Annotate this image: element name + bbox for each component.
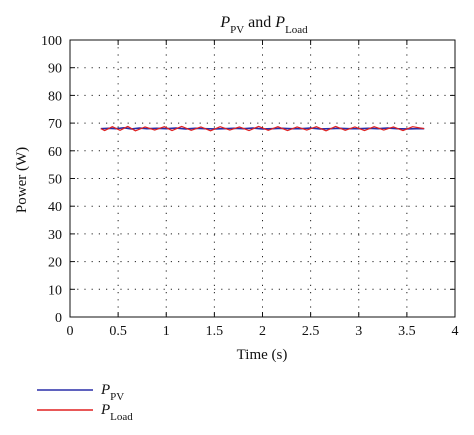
y-tick-label: 60 bbox=[48, 145, 62, 160]
x-tick-label: 1.5 bbox=[206, 324, 224, 339]
y-axis-label: Power (W) bbox=[14, 147, 30, 213]
x-tick-label: 0 bbox=[67, 324, 74, 339]
x-tick-labels: 0 0.5 1 1.5 2 2.5 3 3.5 4 bbox=[67, 324, 459, 339]
legend-pv-main: P bbox=[100, 382, 110, 398]
legend-pv-sub: PV bbox=[110, 391, 124, 403]
y-tick-label: 100 bbox=[41, 34, 62, 49]
x-tick-label: 2 bbox=[259, 324, 266, 339]
title-suffix-sub: Load bbox=[285, 24, 308, 36]
y-tick-label: 50 bbox=[48, 173, 62, 188]
y-tick-label: 0 bbox=[55, 311, 62, 326]
title-middle: and bbox=[244, 14, 275, 31]
x-tick-label: 2.5 bbox=[302, 324, 320, 339]
x-tick-label: 1 bbox=[163, 324, 170, 339]
x-tick-label: 4 bbox=[452, 324, 459, 339]
title-prefix: P bbox=[219, 14, 230, 31]
legend: PPV PLoad bbox=[37, 382, 133, 423]
axis-ticks bbox=[69, 39, 456, 318]
legend-label-load: PLoad bbox=[100, 402, 133, 423]
y-tick-label: 20 bbox=[48, 256, 62, 271]
y-tick-label: 30 bbox=[48, 228, 62, 243]
y-tick-label: 70 bbox=[48, 117, 62, 132]
legend-load-main: P bbox=[100, 402, 110, 418]
legend-load-sub: Load bbox=[110, 411, 133, 423]
series-line-load bbox=[100, 125, 425, 132]
y-tick-label: 90 bbox=[48, 62, 62, 77]
grid bbox=[70, 40, 455, 317]
y-tick-labels: 0 10 20 30 40 50 60 70 80 90 100 bbox=[41, 34, 62, 326]
y-tick-label: 80 bbox=[48, 89, 62, 104]
chart-title: PPV and PLoad bbox=[219, 14, 308, 36]
x-tick-label: 0.5 bbox=[109, 324, 127, 339]
legend-label-pv: PPV bbox=[100, 382, 124, 403]
plot-area bbox=[69, 39, 456, 318]
y-tick-label: 40 bbox=[48, 200, 62, 215]
x-tick-label: 3.5 bbox=[398, 324, 416, 339]
x-axis-label: Time (s) bbox=[237, 347, 288, 363]
title-suffix: P bbox=[274, 14, 285, 31]
series-layer bbox=[100, 125, 425, 132]
title-prefix-sub: PV bbox=[230, 24, 244, 36]
x-tick-label: 3 bbox=[355, 324, 362, 339]
y-tick-label: 10 bbox=[48, 283, 62, 298]
